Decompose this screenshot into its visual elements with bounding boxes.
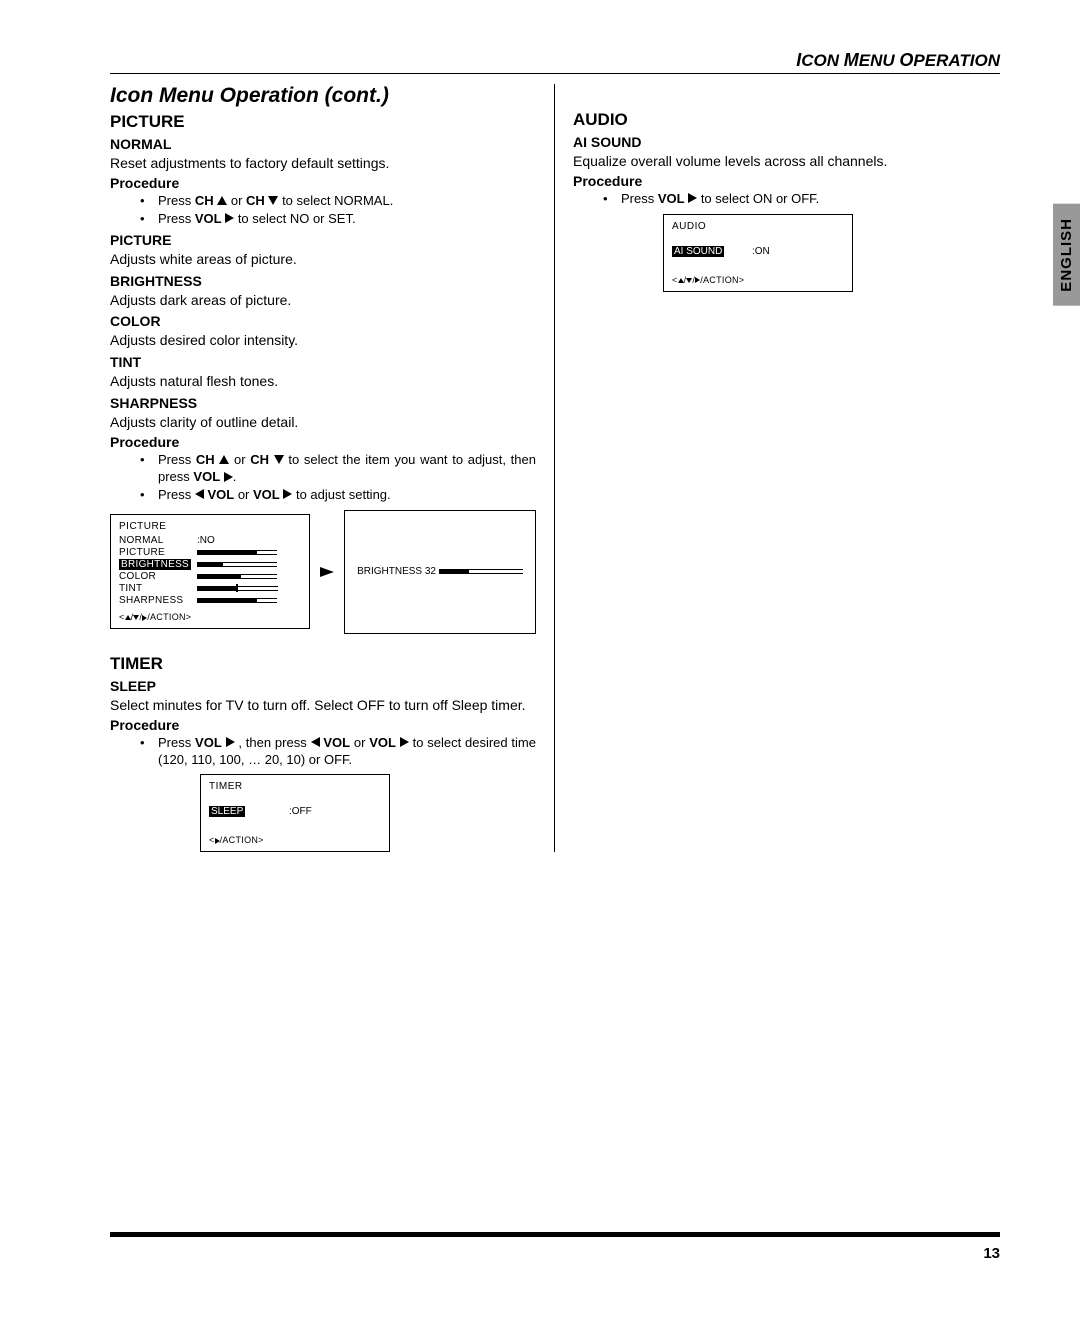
arrow-icon [320, 567, 334, 577]
right-icon [688, 193, 697, 203]
language-tab: ENGLISH [1053, 204, 1080, 306]
heading-timer: TIMER [110, 654, 536, 674]
up-icon [217, 196, 227, 205]
left-icon [311, 737, 320, 747]
osd-brightness-box: BRIGHTNESS 32 [344, 510, 536, 634]
up-icon [219, 455, 229, 464]
proc-sleep: Procedure [110, 717, 536, 733]
label-ai-sound: AI SOUND [573, 134, 1000, 150]
label-sharpness: SHARPNESS [110, 395, 536, 411]
desc-sharpness: Adjusts clarity of outline detail. [110, 413, 536, 432]
desc-brightness: Adjusts dark areas of picture. [110, 291, 536, 310]
step-sharp-2: Press VOL or VOL to adjust setting. [158, 487, 536, 504]
desc-color: Adjusts desired color intensity. [110, 331, 536, 350]
osd-picture-box: PICTURENORMAL:NOPICTUREBRIGHTNESSCOLORTI… [110, 514, 310, 629]
label-normal: NORMAL [110, 136, 536, 152]
title-cont: Icon Menu Operation (cont.) [110, 84, 536, 108]
label-picture: PICTURE [110, 232, 536, 248]
heading-picture: PICTURE [110, 112, 536, 132]
osd-audio-box: AUDIO AI SOUND:ON <///ACTION> [663, 214, 853, 292]
step-sharp-1: Press CH or CH to select the item you wa… [158, 452, 536, 486]
osd-picture-row: PICTURENORMAL:NOPICTUREBRIGHTNESSCOLORTI… [110, 510, 536, 634]
heading-audio: AUDIO [573, 110, 1000, 130]
step-normal-2: Press VOL to select NO or SET. [158, 211, 536, 228]
proc-ai: Procedure [573, 173, 1000, 189]
label-color: COLOR [110, 313, 536, 329]
right-icon [224, 472, 233, 482]
step-sleep-1: Press VOL , then press VOL or VOL to sel… [158, 735, 536, 769]
osd-timer-box: TIMER SLEEP:OFF </ACTION> [200, 774, 390, 852]
desc-tint: Adjusts natural flesh tones. [110, 372, 536, 391]
desc-sleep: Select minutes for TV to turn off. Selec… [110, 696, 536, 715]
right-icon [400, 737, 409, 747]
label-brightness: BRIGHTNESS [110, 273, 536, 289]
proc-sharp: Procedure [110, 434, 536, 450]
right-icon [226, 737, 235, 747]
down-icon [274, 455, 284, 464]
right-icon [225, 213, 234, 223]
step-normal-1: Press CH or CH to select NORMAL. [158, 193, 536, 210]
label-tint: TINT [110, 354, 536, 370]
down-icon [268, 196, 278, 205]
desc-normal: Reset adjustments to factory default set… [110, 154, 536, 173]
page-number: 13 [110, 1245, 1000, 1262]
desc-ai-sound: Equalize overall volume levels across al… [573, 152, 1000, 171]
proc-normal: Procedure [110, 175, 536, 191]
footer-rule [110, 1232, 1000, 1237]
right-icon [283, 489, 292, 499]
running-header: ICON MENU OPERATION [110, 50, 1000, 71]
step-ai-1: Press VOL to select ON or OFF. [621, 191, 1000, 208]
label-sleep: SLEEP [110, 678, 536, 694]
desc-picture: Adjusts white areas of picture. [110, 250, 536, 269]
header-rule [110, 73, 1000, 74]
left-icon [195, 489, 204, 499]
